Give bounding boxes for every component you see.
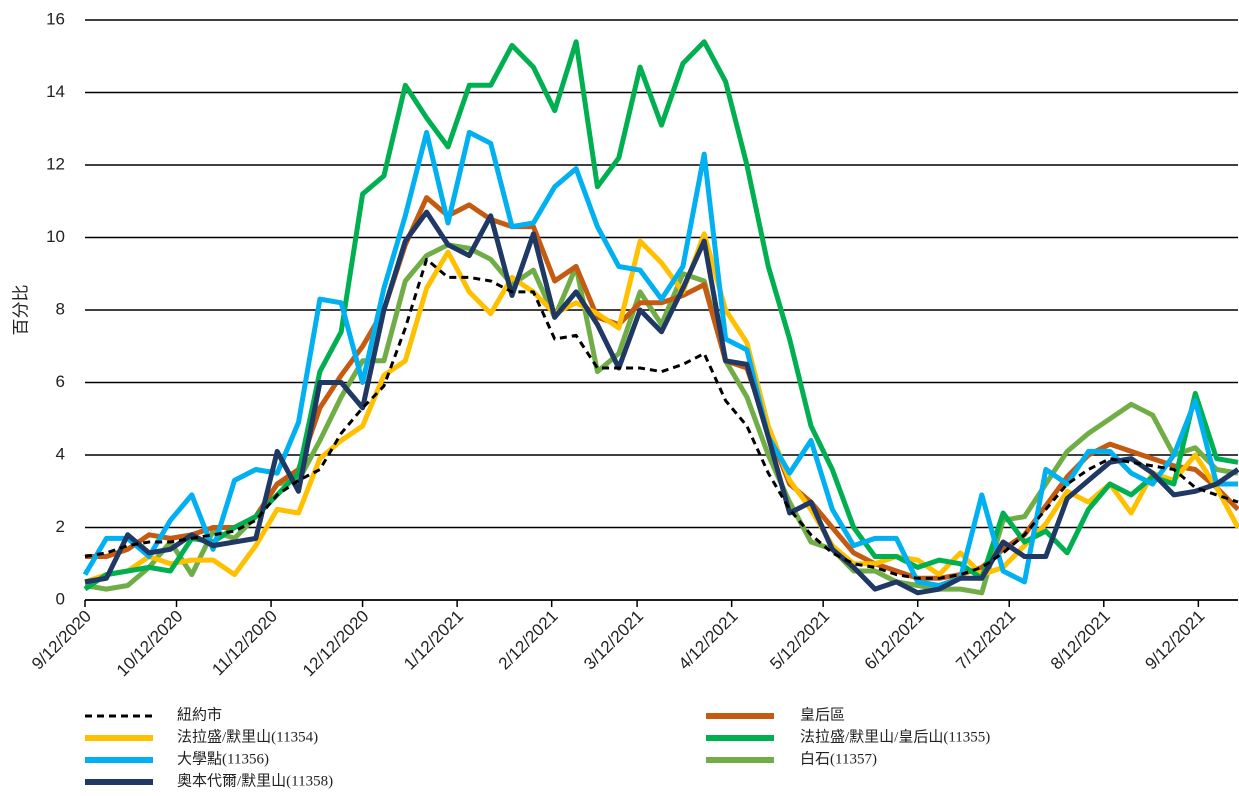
series-line (82, 129, 1238, 588)
y-tick-label: 2 (56, 517, 65, 536)
y-tick-label: 4 (56, 444, 65, 463)
x-tick-label: 6/12/2021 (861, 607, 928, 674)
y-tick-label: 8 (56, 299, 65, 318)
x-tick-label: 11/12/2020 (208, 607, 281, 680)
x-tick-label: 5/12/2021 (766, 607, 833, 674)
x-tick-label: 1/12/2021 (400, 607, 467, 674)
x-tick-label: 4/12/2021 (675, 607, 742, 674)
x-tick-label: 12/12/2020 (299, 607, 373, 681)
legend-label: 法拉盛/默里山(11354) (177, 728, 318, 745)
legend-label: 白石(11357) (800, 750, 877, 767)
legend-label: 法拉盛/默里山/皇后山(11355) (800, 728, 990, 745)
y-tick-label: 0 (56, 589, 65, 608)
y-axis-label: 百分比 (11, 285, 30, 336)
legend-label: 紐約市 (177, 706, 222, 723)
legend-label: 皇后區 (800, 706, 845, 723)
series-line (84, 209, 1239, 596)
y-tick-label: 16 (46, 9, 65, 28)
x-tick-label: 8/12/2021 (1047, 607, 1114, 674)
x-tick-label: 2/12/2021 (495, 607, 562, 674)
series-line (85, 195, 1239, 581)
y-tick-label: 10 (46, 227, 65, 246)
x-tick-label: 9/12/2020 (28, 607, 95, 674)
y-tick-label: 6 (56, 372, 65, 391)
x-tick-label: 10/12/2020 (113, 607, 187, 681)
y-tick-label: 12 (46, 154, 65, 173)
legend-label: 奧本代爾/默里山(11358) (177, 772, 333, 789)
x-tick-label: 9/12/2021 (1141, 607, 1208, 674)
series-line (84, 231, 1239, 585)
y-tick-label: 14 (46, 82, 65, 101)
x-tick-label: 7/12/2021 (952, 607, 1019, 674)
series-line (84, 257, 1239, 580)
legend-label: 大學點(11356) (177, 749, 269, 767)
x-tick-label: 3/12/2021 (580, 607, 647, 674)
